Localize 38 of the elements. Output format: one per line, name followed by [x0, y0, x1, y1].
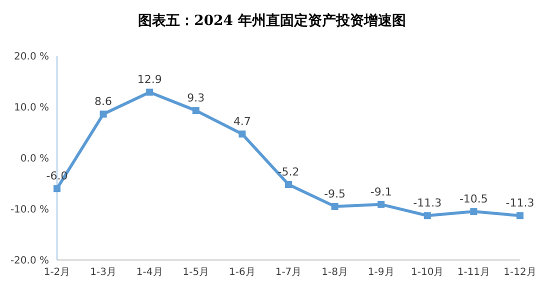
chart-title: 图表五：2024 年州直固定资产投资增速图: [137, 12, 407, 31]
point: [516, 212, 524, 220]
point: [285, 181, 292, 188]
y-tick-label: 20.0 %: [14, 52, 49, 63]
y-tick-label: -20.0 %: [10, 256, 49, 267]
point: [424, 212, 431, 220]
data-label: -9.5: [324, 187, 346, 200]
point: [146, 88, 154, 96]
point: [238, 130, 246, 138]
x-tick-label: 1-11月: [457, 267, 490, 278]
x-tick-label: 1-5月: [182, 267, 210, 278]
data-label: 8.6: [94, 95, 112, 108]
data-label: -5.2: [278, 166, 300, 179]
data-label: 9.3: [187, 92, 205, 105]
point: [331, 202, 338, 210]
data-label: -10.5: [459, 192, 488, 206]
point: [192, 107, 200, 114]
data-label: -11.3: [413, 196, 442, 210]
x-tick-label: 1-3月: [90, 267, 116, 278]
data-label: 4.7: [233, 115, 251, 128]
y-tick-label: 0.0 %: [20, 154, 49, 165]
x-tick-label: 1-2月: [44, 267, 70, 278]
x-tick-label: 1-12月: [504, 267, 536, 278]
point: [54, 185, 60, 192]
x-tick-label: 1-8月: [322, 267, 348, 278]
data-label: 12.9: [137, 73, 162, 86]
x-tick-label: 1-6月: [229, 267, 256, 278]
point: [378, 200, 385, 208]
y-tick-label: 10.0 %: [14, 102, 49, 114]
x-tick-label: 1-9月: [368, 267, 394, 278]
point: [100, 110, 107, 118]
data-label: -9.1: [370, 185, 392, 198]
x-tick-label: 1-10月: [411, 267, 444, 278]
point: [470, 208, 478, 216]
y-tick-label: -10.0 %: [10, 204, 49, 216]
x-tick-label: 1-4月: [136, 267, 163, 278]
x-tick-label: 1-7月: [275, 267, 302, 278]
data-label: -11.3: [506, 196, 534, 210]
